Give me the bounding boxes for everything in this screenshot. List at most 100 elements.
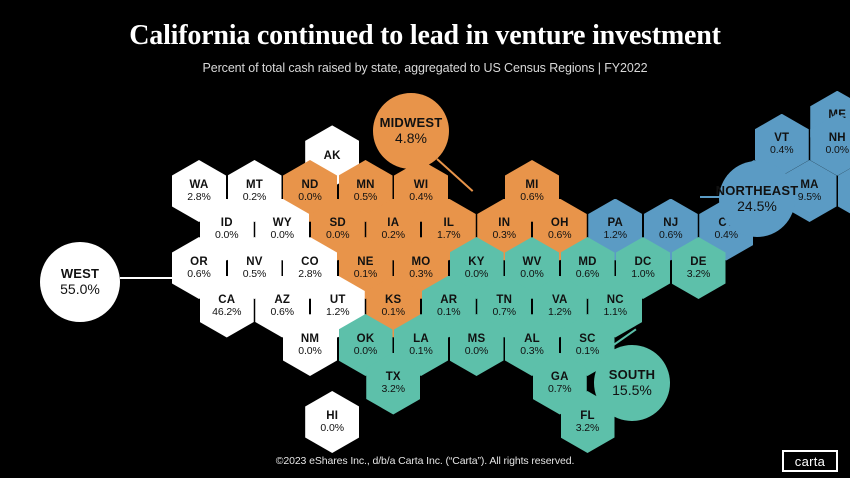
- state-value: 0.3%: [520, 344, 544, 357]
- state-value: 3.2%: [686, 267, 711, 280]
- state-abbr: OR: [190, 255, 208, 268]
- state-abbr: ID: [220, 217, 233, 230]
- state-value: 0.0%: [520, 267, 544, 280]
- state-abbr: SC: [579, 332, 596, 345]
- state-abbr: IN: [498, 217, 511, 230]
- state-value: 0.5%: [242, 267, 267, 280]
- state-abbr: TN: [496, 294, 513, 307]
- state-hex-hi[interactable]: HI 0.0%: [305, 391, 360, 453]
- state-hex-ms[interactable]: MS 0.0%: [449, 314, 504, 376]
- state-value: 3.2%: [381, 383, 406, 396]
- state-abbr: FL: [580, 409, 595, 422]
- state-hex-ca[interactable]: CA 46.2%: [199, 275, 254, 338]
- state-value: 1.0%: [631, 267, 655, 280]
- state-abbr: NC: [606, 294, 624, 307]
- state-abbr: AR: [440, 294, 458, 307]
- state-value: 0.3%: [492, 229, 517, 242]
- state-abbr: DC: [634, 255, 652, 268]
- state-value: 0.6%: [270, 306, 295, 319]
- state-abbr: UT: [329, 294, 346, 307]
- state-value: 0.0%: [325, 229, 350, 242]
- state-abbr: WA: [189, 178, 209, 191]
- state-value: 0.1%: [353, 267, 378, 280]
- state-abbr: KS: [385, 294, 402, 307]
- state-abbr: MN: [356, 178, 375, 191]
- state-value: 0.0%: [298, 190, 322, 203]
- state-abbr: VA: [551, 294, 568, 307]
- state-value: 46.2%: [212, 306, 242, 319]
- state-abbr: IL: [443, 217, 455, 230]
- state-value: 0.0%: [298, 344, 322, 357]
- state-value: 0.0%: [214, 229, 239, 242]
- region-bubble-south[interactable]: SOUTH 15.5%: [594, 345, 670, 421]
- state-abbr: OK: [356, 332, 375, 345]
- state-value: 0.2%: [381, 229, 406, 242]
- state-value: 0.2%: [242, 190, 267, 203]
- state-value: 0.1%: [409, 344, 433, 357]
- state-value: 0.6%: [547, 229, 572, 242]
- state-abbr: NM: [300, 332, 320, 345]
- state-abbr: MO: [411, 255, 431, 268]
- region-value: 15.5%: [612, 382, 652, 399]
- state-abbr: VT: [774, 132, 790, 145]
- state-abbr: MS: [467, 332, 486, 345]
- page-subtitle: Percent of total cash raised by state, a…: [202, 61, 648, 75]
- state-value: 1.1%: [603, 306, 628, 319]
- state-abbr: NJ: [663, 217, 679, 230]
- region-bubble-midwest[interactable]: MIDWEST 4.8%: [373, 93, 449, 169]
- state-value: 9.5%: [797, 190, 822, 203]
- state-value: 3.2%: [575, 421, 600, 434]
- state-abbr: AZ: [274, 294, 291, 307]
- state-abbr: SD: [329, 217, 346, 230]
- state-abbr: LA: [413, 332, 429, 345]
- state-abbr: GA: [550, 371, 569, 384]
- state-value: 1.2%: [325, 306, 350, 319]
- region-bubble-west[interactable]: WEST 55.0%: [40, 242, 120, 322]
- state-abbr: NH: [828, 132, 846, 145]
- state-abbr: MI: [525, 178, 539, 191]
- state-value: 0.6%: [658, 229, 683, 242]
- state-value: 0.0%: [464, 344, 489, 357]
- region-value: 24.5%: [737, 198, 777, 215]
- state-value: 0.6%: [575, 267, 600, 280]
- state-abbr: WY: [272, 217, 292, 230]
- state-value: 0.0%: [825, 144, 850, 157]
- region-name: WEST: [60, 265, 100, 281]
- state-abbr: MT: [245, 178, 263, 191]
- region-name: SOUTH: [608, 366, 656, 382]
- state-abbr: KY: [468, 255, 485, 268]
- state-abbr: WV: [522, 255, 542, 268]
- state-value: 0.1%: [436, 306, 461, 319]
- state-hex-ri[interactable]: RI0.1%: [838, 160, 850, 222]
- state-abbr: PA: [607, 217, 624, 230]
- state-value: 0.6%: [187, 267, 211, 280]
- state-value: 0.0%: [270, 229, 295, 242]
- state-value: 0.7%: [492, 306, 517, 319]
- state-hex-tx[interactable]: TX 3.2%: [366, 352, 421, 415]
- leader-line-west: [120, 277, 178, 279]
- state-abbr: HI: [326, 409, 339, 422]
- state-abbr: WI: [413, 178, 429, 191]
- state-hex-la[interactable]: LA 0.1%: [394, 314, 448, 376]
- state-abbr: OH: [550, 217, 569, 230]
- state-abbr: AK: [323, 149, 341, 162]
- leader-line-northeast: [700, 196, 720, 198]
- state-value: 0.1%: [381, 306, 406, 319]
- state-value: 2.8%: [187, 190, 211, 203]
- state-value: 0.0%: [353, 344, 378, 357]
- state-abbr: MD: [578, 255, 597, 268]
- state-value: 1.2%: [603, 229, 628, 242]
- carta-logo: carta: [782, 450, 838, 472]
- state-hex-nm[interactable]: NM 0.0%: [283, 314, 337, 376]
- state-abbr: TX: [385, 371, 401, 384]
- region-bubble-northeast[interactable]: NORTHEAST 24.5%: [716, 161, 798, 237]
- state-value: 0.7%: [547, 383, 572, 396]
- state-abbr: NE: [357, 255, 374, 268]
- state-abbr: AL: [524, 332, 540, 345]
- state-abbr: DE: [690, 255, 707, 268]
- state-abbr: IA: [387, 217, 400, 230]
- page-title: California continued to lead in venture …: [129, 20, 721, 51]
- state-value: 1.7%: [436, 229, 461, 242]
